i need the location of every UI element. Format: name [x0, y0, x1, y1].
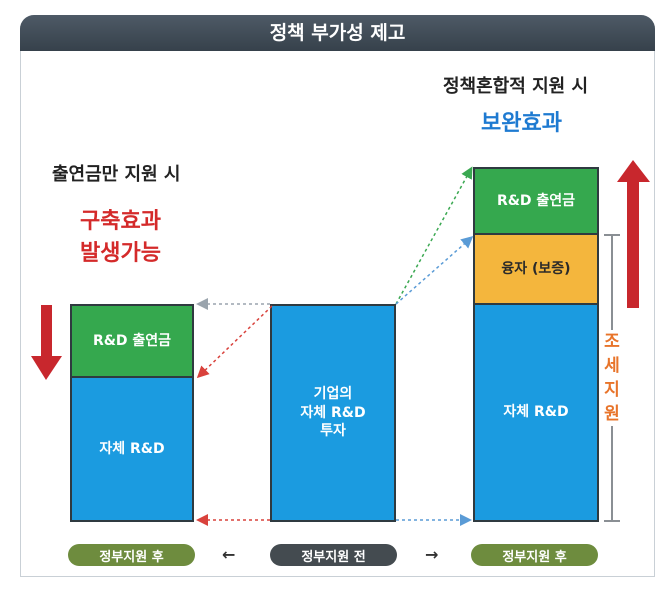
right-rnd-grant-block: R&D 출연금 [473, 167, 599, 235]
decrease-arrow-icon [31, 305, 62, 380]
connector-diag-right-green [395, 166, 473, 305]
connector-diag-right-blue [395, 236, 474, 305]
increase-arrow-icon [617, 160, 650, 308]
left-rnd-grant-label: R&D 출연금 [92, 332, 172, 349]
left-own-rnd-block: 자체 R&D [70, 376, 194, 522]
right-loan-block: 융자 (보증) [473, 233, 599, 305]
right-own-rnd-label: 자체 R&D [503, 404, 569, 421]
center-own-investment-block: 기업의 자체 R&D 투자 [270, 304, 396, 522]
left-own-rnd-label: 자체 R&D [99, 440, 165, 457]
left-footer-label: 정부지원 후 [68, 544, 195, 566]
right-loan-label: 융자 (보증) [501, 260, 571, 277]
tax-support-label: 조 세 지 원 [601, 330, 623, 426]
right-own-rnd-block: 자체 R&D [473, 303, 599, 522]
left-effect-line1: 구축효과 [80, 209, 161, 234]
right-rnd-grant-label: R&D 출연금 [496, 192, 576, 209]
center-footer-label: 정부지원 전 [270, 544, 397, 566]
right-caption: 정책혼합적 지원 시 [443, 76, 589, 97]
page-title: 정책 부가성 제고 [20, 15, 655, 51]
connector-diag-left [196, 305, 273, 379]
arrow-right-icon: → [425, 545, 439, 564]
left-caption: 출연금만 지원 시 [52, 164, 181, 185]
right-effect: 보완효과 [481, 111, 562, 136]
right-footer-label: 정부지원 후 [471, 544, 598, 566]
left-rnd-grant-block: R&D 출연금 [70, 304, 194, 378]
center-own-investment-label: 기업의 자체 R&D 투자 [300, 385, 366, 440]
arrow-left-icon: ← [222, 545, 236, 564]
left-effect-line2: 발생가능 [80, 241, 161, 266]
